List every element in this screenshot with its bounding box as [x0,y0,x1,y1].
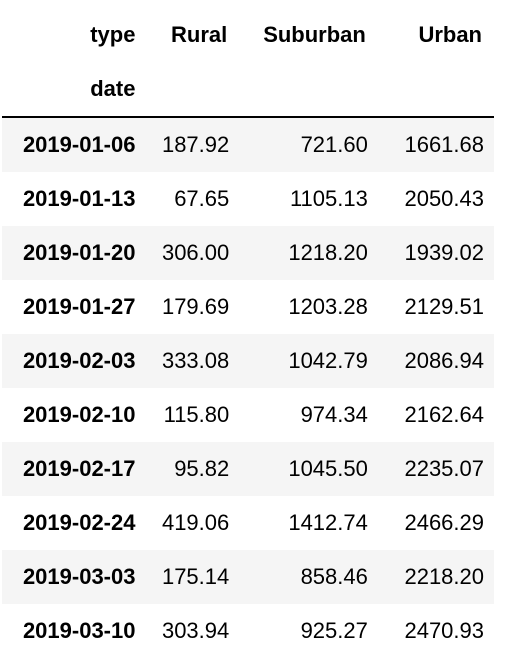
cell-rural: 303.94 [161,618,230,643]
index-row-spacer [145,62,240,118]
row-index: 2019-02-10 [22,402,136,427]
cell-suburban: 925.27 [300,618,368,643]
cell-urban: 2050.43 [404,186,484,211]
cell-urban: 2162.64 [404,402,484,427]
table-row: 2019-02-10 115.80 974.34 2162.64 [2,388,494,442]
row-index: 2019-01-20 [22,240,136,265]
table-row: 2019-01-06 187.92 721.60 1661.68 [2,117,494,172]
cell-suburban: 1412.74 [288,510,368,535]
cell-urban: 2470.93 [404,618,484,643]
table-row: 2019-01-27 179.69 1203.28 2129.51 [2,280,494,334]
cell-suburban: 721.60 [300,132,368,157]
dataframe-table: type Rural Suburban Urban date 2019-01-0… [2,8,494,658]
row-index: 2019-01-13 [22,186,136,211]
table-row: 2019-02-03 333.08 1042.79 2086.94 [2,334,494,388]
cell-urban: 2466.29 [404,510,484,535]
cell-rural: 179.69 [161,294,230,319]
row-index: 2019-03-03 [22,564,136,589]
row-index: 2019-02-03 [22,348,136,373]
column-header-suburban: Suburban [263,22,366,47]
index-row-spacer [377,62,494,118]
cell-rural: 95.82 [174,456,230,481]
cell-rural: 306.00 [161,240,230,265]
cell-suburban: 1042.79 [288,348,368,373]
index-name-row: date [2,62,494,118]
table-body: 2019-01-06 187.92 721.60 1661.68 2019-01… [2,117,494,658]
row-index: 2019-03-10 [22,618,136,643]
cell-rural: 115.80 [163,402,230,427]
cell-suburban: 1045.50 [288,456,368,481]
cell-suburban: 974.34 [300,402,368,427]
table-row: 2019-03-10 303.94 925.27 2470.93 [2,604,494,658]
cell-rural: 67.65 [174,186,230,211]
row-index: 2019-02-24 [22,510,136,535]
cell-rural: 419.06 [161,510,230,535]
table-row: 2019-01-20 306.00 1218.20 1939.02 [2,226,494,280]
table-row: 2019-02-24 419.06 1412.74 2466.29 [2,496,494,550]
index-name-label: date [2,62,146,118]
cell-urban: 2218.20 [404,564,484,589]
cell-urban: 2129.51 [404,294,484,319]
column-header-urban: Urban [418,22,482,47]
cell-urban: 1661.68 [404,132,484,157]
column-header-row: type Rural Suburban Urban [2,8,494,62]
cell-rural: 187.92 [161,132,230,157]
table-row: 2019-03-03 175.14 858.46 2218.20 [2,550,494,604]
cell-urban: 2235.07 [404,456,484,481]
row-index: 2019-02-17 [22,456,136,481]
cell-suburban: 1105.13 [289,186,368,211]
cell-suburban: 1218.20 [288,240,368,265]
cell-suburban: 858.46 [300,564,368,589]
cell-urban: 1939.02 [404,240,484,265]
row-index: 2019-01-27 [22,294,136,319]
cell-urban: 2086.94 [404,348,484,373]
index-row-spacer [239,62,378,118]
table-row: 2019-02-17 95.82 1045.50 2235.07 [2,442,494,496]
columns-name-label: type [90,22,136,47]
table-row: 2019-01-13 67.65 1105.13 2050.43 [2,172,494,226]
table-header: type Rural Suburban Urban date [2,8,494,118]
cell-rural: 175.14 [161,564,230,589]
cell-suburban: 1203.28 [288,294,368,319]
cell-rural: 333.08 [161,348,230,373]
row-index: 2019-01-06 [22,132,136,157]
column-header-rural: Rural [171,22,228,47]
